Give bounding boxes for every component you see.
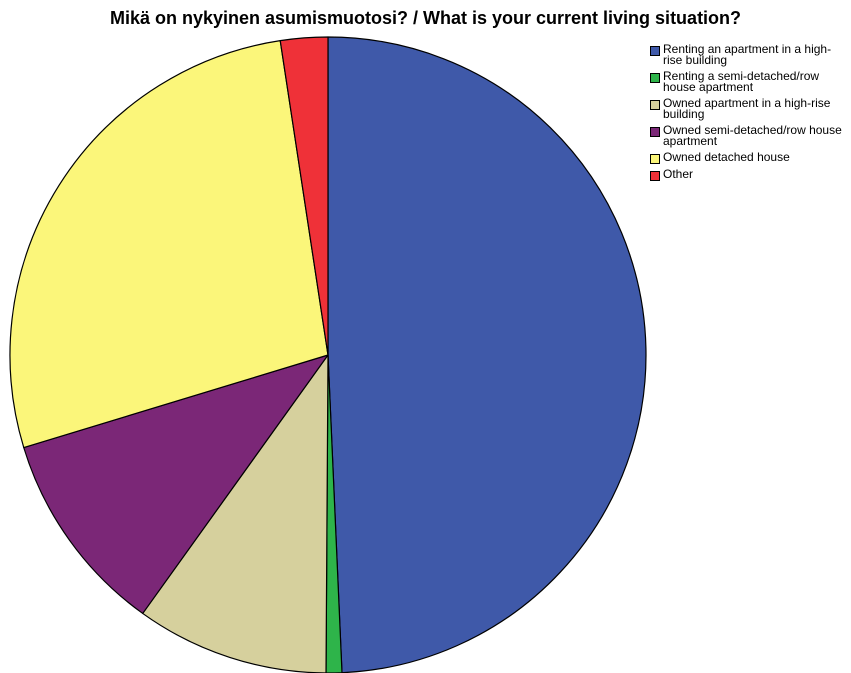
legend-item-2: Owned apartment in a high-rise building <box>650 96 850 121</box>
pie-slice-3 <box>23 354 329 615</box>
legend-swatch <box>650 127 660 137</box>
legend-label: Owned apartment in a high-rise building <box>663 96 831 121</box>
legend-swatch <box>650 73 660 83</box>
legend-label: Renting a semi-detached/row house apartm… <box>663 69 820 94</box>
legend-swatch <box>650 171 660 181</box>
pie-slice-5 <box>279 36 329 356</box>
legend-swatch <box>650 154 660 164</box>
legend-swatch <box>650 100 660 110</box>
legend-swatch <box>650 46 660 56</box>
legend-item-4: Owned detached house <box>650 150 850 164</box>
legend-item-1: Renting a semi-detached/row house apartm… <box>650 69 850 94</box>
legend-item-3: Owned semi-detached/row house apartment <box>650 123 850 148</box>
pie-slice-0 <box>327 36 647 673</box>
chart-legend: Renting an apartment in a high-rise buil… <box>650 42 850 186</box>
legend-label: Other <box>663 167 694 181</box>
pie-slices <box>9 36 647 673</box>
legend-label: Owned detached house <box>663 150 790 164</box>
legend-label: Renting an apartment in a high-rise buil… <box>663 42 832 67</box>
legend-item-0: Renting an apartment in a high-rise buil… <box>650 42 850 67</box>
pie-slice-4 <box>9 40 329 449</box>
legend-label: Owned semi-detached/row house apartment <box>663 123 842 148</box>
chart-title: Mikä on nykyinen asumismuotosi? / What i… <box>109 8 742 28</box>
legend-item-5: Other <box>650 167 850 181</box>
